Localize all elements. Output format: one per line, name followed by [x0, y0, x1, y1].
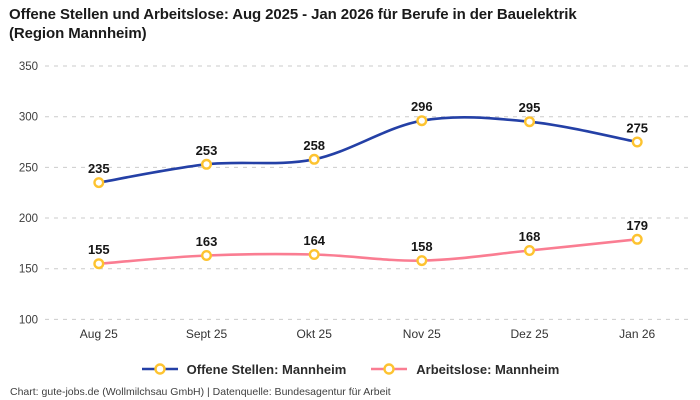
- legend: Offene Stellen: Mannheim Arbeitslose: Ma…: [0, 358, 700, 380]
- chart-title: Offene Stellen und Arbeitslose: Aug 2025…: [9, 6, 577, 43]
- attribution: Chart: gute-jobs.de (Wollmilchsau GmbH) …: [10, 386, 391, 398]
- y-axis-tick-label: 300: [19, 112, 38, 124]
- data-point-marker: [416, 115, 428, 127]
- data-point-value-label: 155: [88, 242, 110, 257]
- legend-line-marker-icon: [371, 363, 408, 375]
- data-point-marker: [308, 248, 320, 260]
- data-point-value-label: 275: [626, 121, 648, 136]
- data-point-value-label: 164: [303, 233, 325, 248]
- y-axis-tick-label: 150: [19, 264, 38, 276]
- data-point-value-label: 295: [519, 100, 541, 115]
- data-point-marker: [524, 244, 536, 256]
- x-axis-tick-label: Aug 25: [80, 327, 118, 341]
- legend-line-marker-icon: [141, 363, 178, 375]
- legend-label-offene-stellen: Offene Stellen: Mannheim: [186, 361, 347, 377]
- y-axis-tick-label: 250: [19, 162, 38, 174]
- data-point-value-label: 168: [519, 229, 541, 244]
- data-point-marker: [200, 158, 212, 170]
- data-point-value-label: 179: [626, 218, 648, 233]
- y-axis-tick-label: 350: [19, 61, 38, 73]
- data-point-value-label: 235: [88, 161, 110, 176]
- legend-label-arbeitslose: Arbeitslose: Mannheim: [416, 361, 560, 377]
- data-point-marker: [524, 116, 536, 128]
- data-point-value-label: 258: [303, 138, 325, 153]
- series-line: [97, 238, 639, 265]
- legend-item-arbeitslose: Arbeitslose: Mannheim: [370, 362, 559, 377]
- y-axis-tick-label: 200: [19, 213, 38, 225]
- data-point-marker: [308, 153, 320, 165]
- line-chart: 350 300 250 200 150 100 Aug 25 Sept 25 Okt 25 Nov…: [19, 61, 691, 341]
- data-point-marker: [631, 136, 643, 148]
- data-point-marker: [416, 255, 428, 267]
- data-point-marker: [200, 249, 212, 261]
- y-axis-tick-label: 100: [19, 314, 38, 326]
- data-point-marker: [631, 233, 643, 245]
- x-axis-tick-label: Okt 25: [297, 327, 333, 341]
- legend-item-offene-stellen: Offene Stellen: Mannheim: [141, 361, 347, 377]
- data-point-marker: [93, 177, 105, 189]
- x-axis-tick-label: Nov 25: [403, 327, 441, 341]
- data-point-value-label: 158: [411, 239, 433, 254]
- data-point-value-label: 253: [196, 143, 218, 158]
- series-line: [97, 116, 639, 184]
- data-point-value-label: 163: [196, 234, 218, 249]
- x-axis-tick-label: Jan 26: [619, 327, 655, 341]
- data-point-value-label: 296: [411, 99, 433, 114]
- x-axis-tick-label: Dez 25: [510, 327, 548, 341]
- data-point-marker: [93, 258, 105, 270]
- x-axis-tick-label: Sept 25: [186, 327, 228, 341]
